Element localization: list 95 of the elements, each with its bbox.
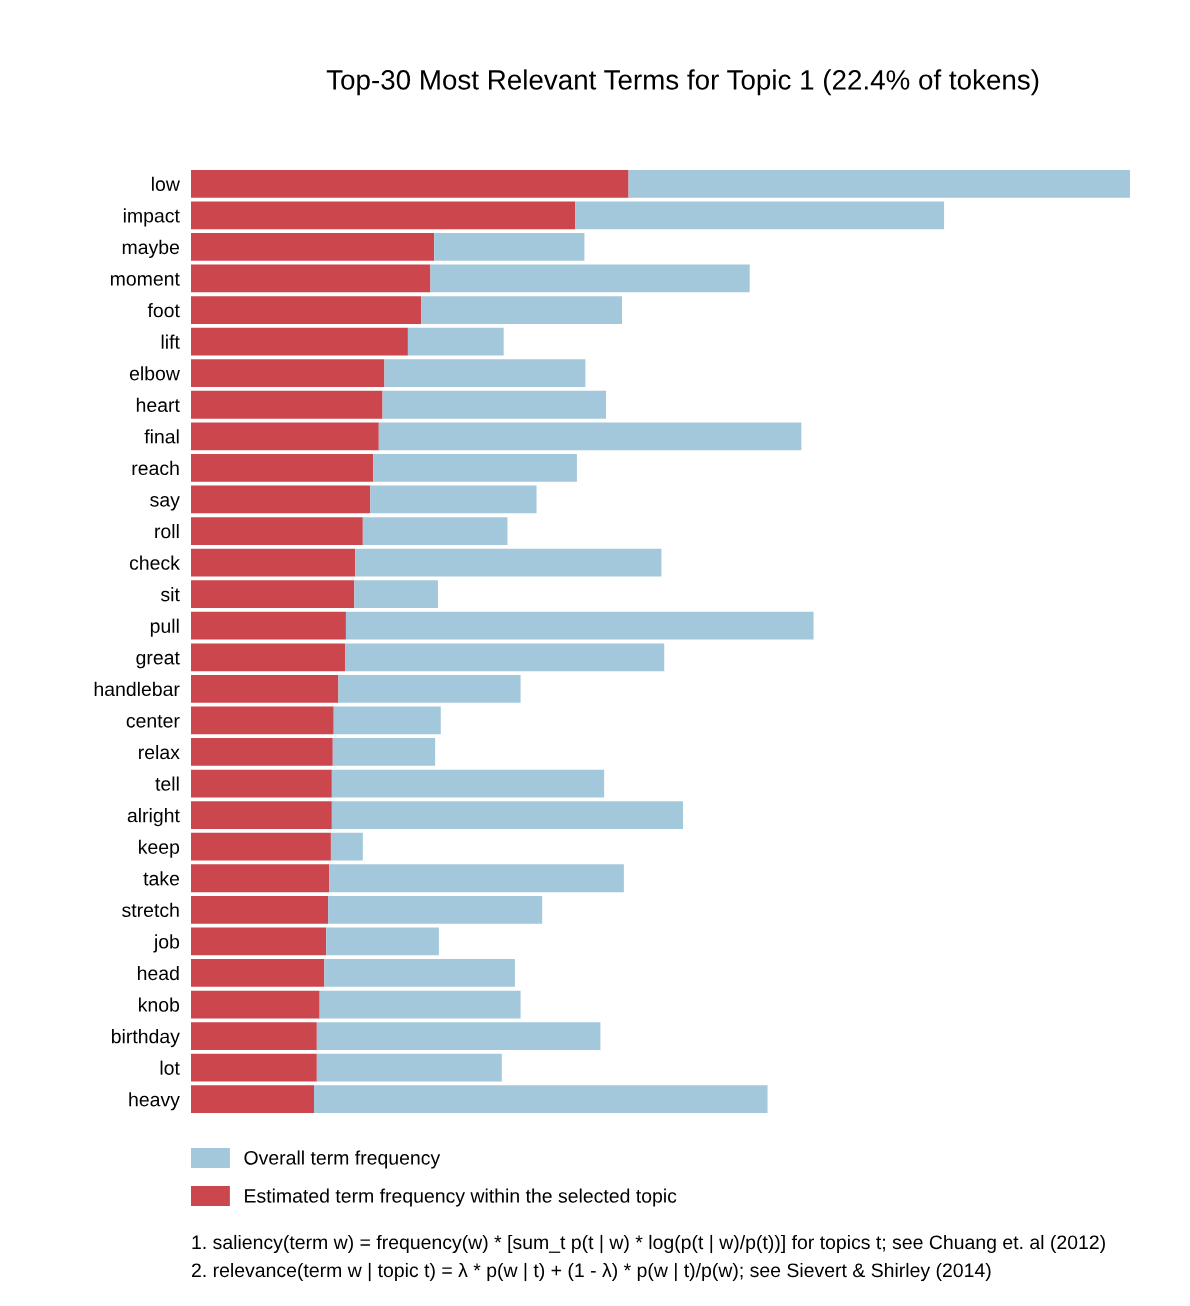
y-tick-label: keep: [139, 839, 180, 858]
bar: [326, 927, 439, 956]
bar: [330, 832, 363, 861]
bar: [191, 611, 346, 640]
y-tick-label: lift: [161, 334, 180, 349]
bar: [345, 643, 665, 672]
bar: [434, 233, 585, 261]
y-tick-label: elbow: [129, 366, 180, 381]
bar: [191, 390, 383, 419]
bar: [191, 548, 356, 577]
bar: [191, 706, 334, 735]
bar: [316, 1022, 601, 1050]
y-tick-label: handlebar: [94, 681, 180, 697]
bar: [345, 611, 814, 640]
y-tick-label: take: [143, 871, 180, 886]
y-tick-label: heavy: [129, 1092, 180, 1111]
bar: [575, 201, 945, 230]
y-tick-label: tell: [155, 776, 179, 791]
y-tick-label: knob: [139, 997, 180, 1012]
bar: [191, 485, 371, 514]
y-tick-label: relax: [139, 744, 180, 760]
bar: [191, 453, 374, 482]
bar: [191, 832, 331, 861]
bar: [191, 643, 345, 672]
y-tick-label: foot: [147, 303, 180, 318]
bar: [370, 485, 537, 514]
bar: [191, 1085, 315, 1114]
bar: [316, 1053, 502, 1082]
bar: [333, 706, 441, 735]
bar: [191, 927, 327, 956]
legend-label: Estimated term frequency within the selected topic: [245, 1188, 677, 1207]
bar: [328, 895, 543, 924]
bar: [355, 548, 662, 577]
bar: [191, 296, 422, 324]
y-tick-label: center: [126, 714, 180, 728]
y-tick-label: reach: [132, 460, 179, 476]
bar: [191, 895, 329, 924]
y-tick-label: impact: [123, 208, 180, 227]
bar: [191, 169, 629, 198]
y-tick-label: pull: [150, 618, 179, 637]
bar: [191, 959, 325, 987]
bar: [421, 296, 622, 324]
bar: [319, 990, 521, 1019]
bar: [384, 359, 586, 388]
bar: [338, 674, 521, 703]
y-tick-label: alright: [127, 808, 180, 827]
text: 2. relevance(term w | topic t) = λ * p(w | t) + (1 - λ) * p(w | t)/p(w); see Sievert & Shirley (2014): [191, 1262, 991, 1282]
text: 1. saliency(term w) = frequency(w) * [sum_t p(t | w) * log(p(t | w)/p(t))] for topics t; see Chuang et. al (2012): [192, 1234, 1105, 1254]
y-tick-label: roll: [155, 523, 179, 539]
chart-title: Top-30 Most Relevant Terms for Topic 1 (22.4% of tokens): [326, 69, 1039, 96]
y-tick-label: stretch: [122, 902, 179, 918]
bar: [331, 769, 605, 798]
y-tick-label: final: [144, 429, 179, 444]
y-tick-label: moment: [110, 272, 180, 286]
y-tick-label: say: [150, 496, 180, 511]
bar: [329, 864, 624, 893]
y-tick-label: head: [137, 965, 179, 981]
bar: [324, 959, 515, 987]
y-tick-label: birthday: [111, 1029, 180, 1048]
bar: [354, 580, 438, 609]
bar: [378, 422, 802, 451]
bar: [191, 201, 576, 230]
bar: [191, 738, 333, 766]
bar: [362, 517, 508, 545]
y-tick-label: lot: [160, 1060, 180, 1075]
bar: [373, 453, 577, 482]
bar: [331, 801, 684, 830]
bar: [191, 233, 435, 261]
y-tick-label: great: [136, 651, 180, 669]
y-tick-label: heart: [136, 397, 180, 412]
bar: [191, 801, 332, 830]
bar: [314, 1085, 768, 1114]
legend-label: Overall term frequency: [244, 1150, 441, 1169]
bar: [407, 327, 504, 356]
bar: [191, 990, 320, 1019]
bar: [191, 359, 385, 388]
y-tick-label: job: [153, 934, 180, 953]
y-tick-label: low: [152, 176, 180, 192]
bar: [191, 1022, 317, 1050]
bar: [191, 422, 379, 451]
bar: [191, 674, 339, 703]
bar: [628, 169, 1130, 198]
bar: [191, 517, 363, 545]
bar: [191, 580, 355, 609]
bar: [430, 264, 750, 293]
bar: [191, 769, 332, 798]
y-tick-label: check: [129, 555, 180, 570]
bar: [382, 390, 607, 419]
bar: [191, 1053, 317, 1082]
bar: [191, 264, 431, 293]
bar: [332, 738, 436, 766]
y-tick-label: sit: [160, 587, 180, 602]
bar: [191, 327, 408, 356]
bar: [191, 864, 330, 893]
y-tick-label: maybe: [122, 239, 180, 258]
